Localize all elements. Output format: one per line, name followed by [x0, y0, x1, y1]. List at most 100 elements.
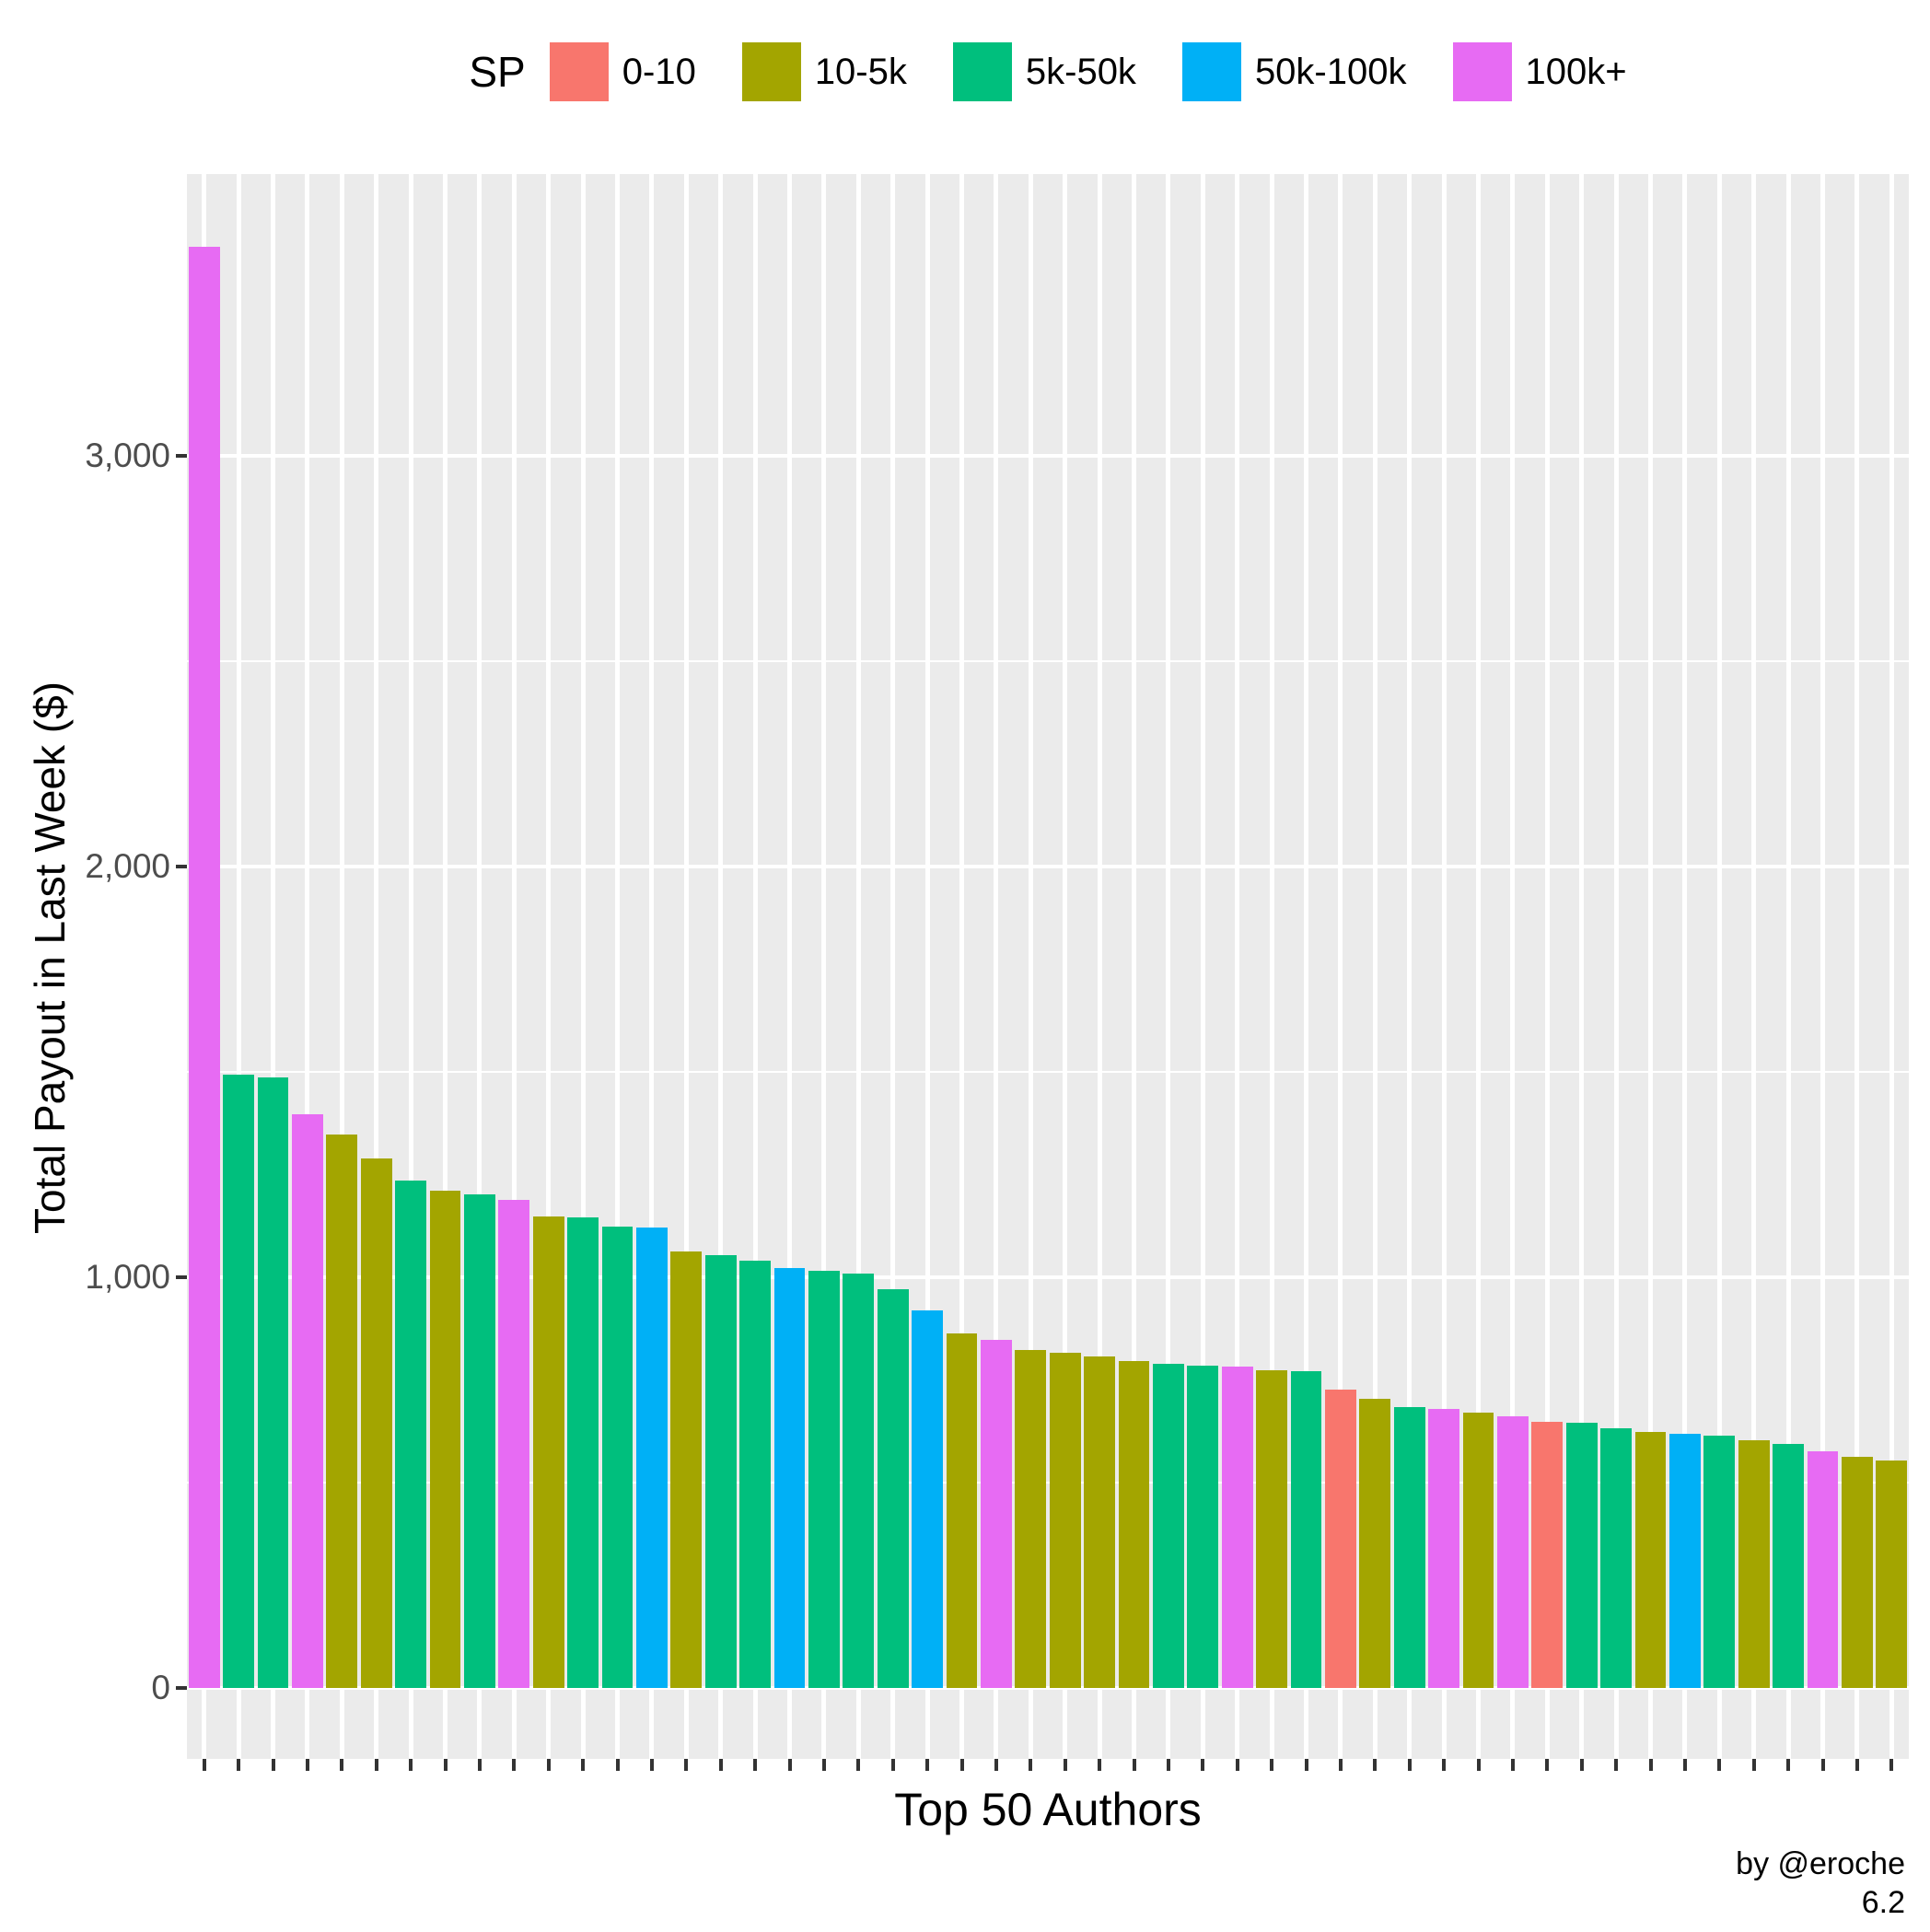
bar-rank-31	[1221, 1367, 1253, 1688]
x-tick-mark	[443, 1759, 448, 1771]
bar-rank-36	[1393, 1406, 1425, 1688]
x-tick-mark	[1407, 1759, 1412, 1771]
bar-rank-35	[1359, 1399, 1391, 1688]
x-axis-title: Top 50 Authors	[894, 1784, 1202, 1835]
vertical-gridline	[1304, 174, 1308, 1759]
vertical-gridline	[1785, 174, 1791, 1759]
caption-byline: by @eroche	[1736, 1846, 1905, 1881]
bar-rank-4	[292, 1113, 323, 1688]
x-tick-mark	[1648, 1759, 1653, 1771]
legend-label: 10-5k	[814, 51, 907, 92]
legend-label: 0-10	[622, 51, 696, 92]
vertical-gridline	[1166, 174, 1171, 1759]
x-tick-mark	[1132, 1759, 1136, 1771]
bar-rank-13	[601, 1227, 634, 1688]
x-tick-mark	[1545, 1759, 1550, 1771]
x-tick-mark	[1166, 1759, 1170, 1771]
bar-rank-32	[1256, 1369, 1287, 1688]
legend-label: 50k-100k	[1254, 51, 1407, 92]
x-tick-mark	[1682, 1759, 1687, 1771]
x-tick-mark	[1063, 1759, 1067, 1771]
vertical-gridline	[1579, 174, 1585, 1759]
bar-rank-21	[877, 1288, 909, 1688]
legend-swatch	[741, 42, 801, 101]
vertical-gridline	[1200, 174, 1205, 1759]
y-axis-title: Total Payout in Last Week ($)	[26, 681, 74, 1234]
y-tick-label: 3,000	[85, 436, 170, 474]
x-tick-mark	[1373, 1759, 1378, 1771]
x-tick-mark	[787, 1759, 792, 1771]
vertical-gridline	[821, 174, 827, 1759]
vertical-gridline	[1820, 174, 1825, 1759]
x-tick-mark	[1270, 1759, 1274, 1771]
vertical-gridline	[1063, 174, 1068, 1759]
vertical-gridline	[890, 174, 896, 1759]
y-tick-label: 2,000	[85, 846, 170, 885]
vertical-gridline	[1544, 174, 1550, 1759]
minor-gridline	[187, 659, 1909, 662]
x-tick-mark	[890, 1759, 895, 1771]
vertical-gridline	[752, 174, 758, 1759]
vertical-gridline	[1476, 174, 1481, 1759]
bar-rank-39	[1497, 1416, 1529, 1688]
caption-version: 6.2	[1861, 1885, 1905, 1920]
x-tick-mark	[1235, 1759, 1239, 1771]
x-tick-mark	[202, 1759, 206, 1771]
bar-rank-34	[1325, 1390, 1356, 1688]
x-tick-mark	[271, 1759, 275, 1771]
x-tick-mark	[1510, 1759, 1515, 1771]
legend-swatch	[1452, 42, 1512, 101]
vertical-gridline	[1510, 174, 1516, 1759]
x-tick-mark	[512, 1759, 517, 1771]
legend-item-100k+: 100k+	[1452, 42, 1627, 101]
bar-rank-33	[1290, 1371, 1322, 1688]
bar-rank-38	[1462, 1413, 1494, 1688]
legend-title: SP	[469, 48, 526, 96]
bar-rank-11	[532, 1216, 564, 1688]
x-tick-mark	[925, 1759, 930, 1771]
x-tick-mark	[1338, 1759, 1343, 1771]
x-tick-mark	[1442, 1759, 1447, 1771]
x-tick-mark	[1614, 1759, 1619, 1771]
x-tick-mark	[1751, 1759, 1756, 1771]
x-tick-mark	[856, 1759, 861, 1771]
vertical-gridline	[305, 174, 310, 1759]
vertical-gridline	[1613, 174, 1619, 1759]
x-tick-mark	[237, 1759, 241, 1771]
vertical-gridline	[1028, 174, 1033, 1759]
legend-swatch	[549, 42, 609, 101]
x-tick-mark	[1579, 1759, 1584, 1771]
x-tick-mark	[1029, 1759, 1033, 1771]
x-tick-mark	[477, 1759, 482, 1771]
x-tick-mark	[1854, 1759, 1859, 1771]
x-tick-mark	[1201, 1759, 1205, 1771]
bar-rank-1	[188, 246, 220, 1688]
vertical-gridline	[1716, 174, 1722, 1759]
vertical-gridline	[580, 174, 586, 1759]
major-gridline	[187, 1275, 1909, 1279]
y-tick-mark	[176, 453, 187, 458]
x-tick-mark	[959, 1759, 964, 1771]
x-tick-mark	[994, 1759, 998, 1771]
legend-item-50k-100k: 50k-100k	[1181, 42, 1407, 101]
x-tick-mark	[546, 1759, 551, 1771]
bar-rank-48	[1807, 1451, 1839, 1688]
minor-gridline	[187, 1482, 1909, 1484]
legend-item-10-5k: 10-5k	[741, 42, 907, 101]
x-tick-mark	[1786, 1759, 1791, 1771]
bar-rank-16	[704, 1254, 737, 1688]
bar-rank-44	[1669, 1433, 1701, 1688]
legend-label: 100k+	[1525, 51, 1627, 92]
bar-rank-45	[1703, 1436, 1736, 1688]
x-tick-mark	[1889, 1759, 1894, 1771]
vertical-gridline	[1372, 174, 1378, 1759]
y-tick-mark	[176, 1274, 187, 1279]
vertical-gridline	[1235, 174, 1240, 1759]
vertical-gridline	[683, 174, 689, 1759]
bar-rank-30	[1187, 1365, 1219, 1688]
vertical-gridline	[477, 174, 482, 1759]
vertical-gridline	[1751, 174, 1757, 1759]
bar-rank-40	[1531, 1421, 1564, 1688]
vertical-gridline	[1682, 174, 1688, 1759]
